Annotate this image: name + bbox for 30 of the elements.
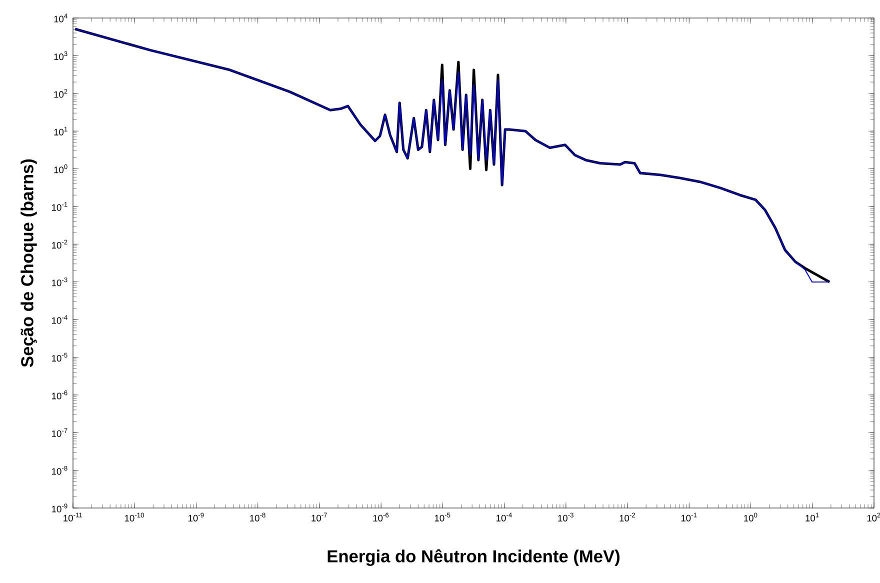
- x-tick-label: 10$^{2}$: [867, 512, 880, 522]
- x-tick-label: 10$^{-11}$: [64, 512, 82, 522]
- y-tick-label: 10$^{-1}$: [52, 202, 68, 211]
- y-tick-label: 10$^{-5}$: [52, 352, 68, 362]
- y-tick-label: 10$^{0}$: [54, 164, 68, 174]
- y-tick-label: 10$^{-8}$: [52, 466, 68, 475]
- x-tick-label: 10$^{-3}$: [558, 512, 574, 522]
- y-tick-label: 10$^{-2}$: [52, 240, 68, 249]
- y-tick-label: 10$^{2}$: [54, 88, 68, 98]
- x-axis-title: Energia do Nêutron Incidente (MeV): [328, 549, 620, 566]
- x-tick-label: 10$^{-7}$: [312, 512, 327, 522]
- y-tick-label: 10$^{4}$: [54, 14, 68, 22]
- y-tick-label: 10$^{3}$: [54, 51, 68, 60]
- x-tick-label: 10$^{-10}$: [124, 512, 144, 522]
- x-tick-label: 10$^{0}$: [744, 512, 758, 522]
- x-tick-label: 10$^{-2}$: [620, 512, 636, 522]
- y-tick-label: 10$^{-9}$: [52, 504, 68, 512]
- x-tick-label: 10$^{-6}$: [373, 512, 389, 522]
- x-tick-label: 10$^{-8}$: [250, 512, 266, 522]
- y-tick-label: 10$^{-3}$: [52, 277, 68, 286]
- y-tick-label: 10$^{-6}$: [52, 390, 68, 400]
- y-tick-label: 10$^{1}$: [54, 126, 68, 136]
- y-tick-label: 10$^{-4}$: [52, 315, 68, 324]
- x-tick-label: 10$^{-4}$: [496, 512, 512, 522]
- x-tick-label: 10$^{-9}$: [188, 512, 204, 522]
- x-tick-label: 10$^{1}$: [806, 512, 819, 522]
- x-tick-label: 10$^{-5}$: [434, 512, 450, 522]
- y-axis-title: Seção de Choque (barns): [20, 159, 37, 367]
- y-tick-label: 10$^{-7}$: [52, 428, 68, 437]
- x-tick-label: 10$^{-1}$: [681, 512, 697, 522]
